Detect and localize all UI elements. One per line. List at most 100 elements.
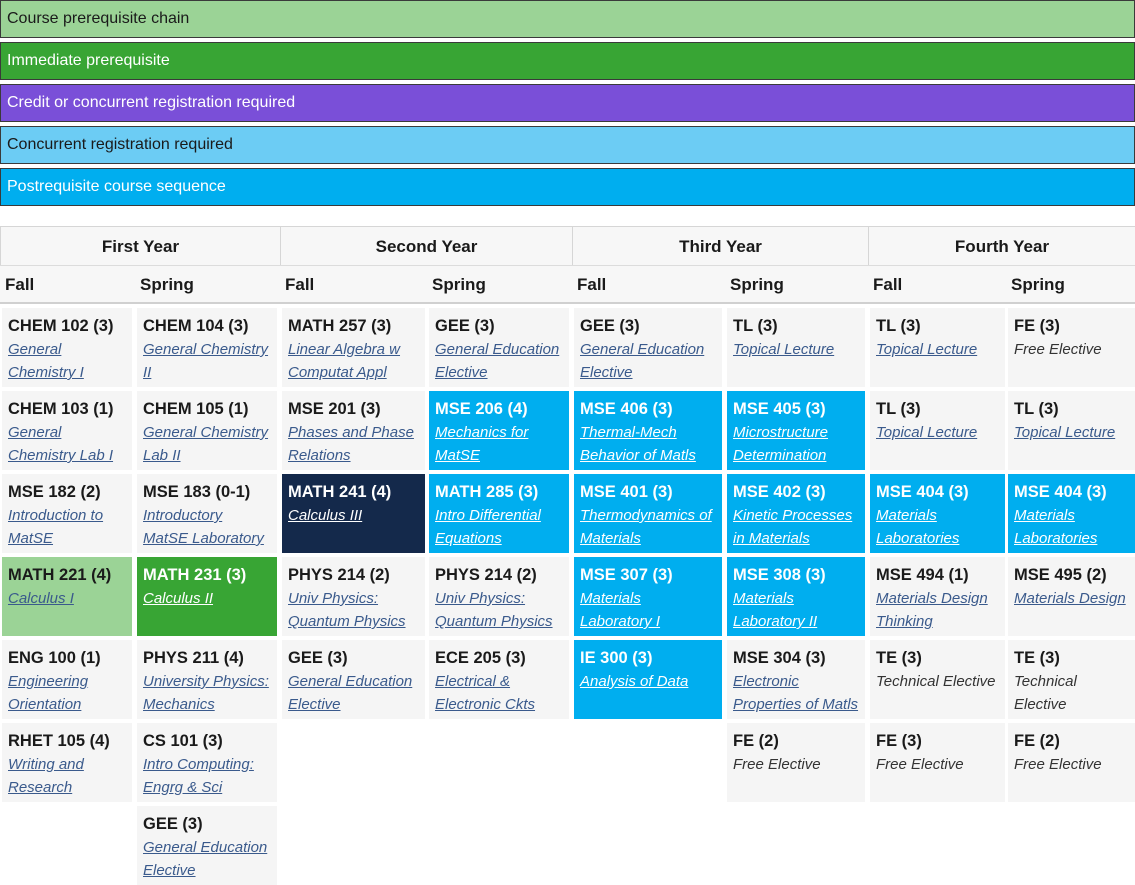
course-card[interactable]: FE (3) Free Elective — [870, 723, 1005, 802]
course-card[interactable]: MSE 308 (3) Materials Laboratory II — [727, 557, 865, 636]
course-title-link[interactable]: Kinetic Processes in Materials — [733, 507, 853, 547]
course-card[interactable]: MATH 221 (4) Calculus I — [2, 557, 132, 636]
course-title-link[interactable]: Topical Lecture — [1014, 424, 1116, 441]
course-card[interactable]: MATH 257 (3) Linear Algebra w Computat Ap… — [282, 308, 425, 387]
course-card[interactable]: MSE 183 (0-1) Introductory MatSE Laborato… — [137, 474, 277, 553]
course-title-link[interactable]: University Physics: Mechanics — [143, 673, 269, 713]
course-card[interactable]: RHET 105 (4) Writing and Research — [2, 723, 132, 802]
course-title-link[interactable]: Topical Lecture — [733, 341, 835, 358]
course-card[interactable]: IE 300 (3) Analysis of Data — [574, 640, 722, 719]
course-title-link[interactable]: General Education Elective — [580, 341, 705, 381]
course-card[interactable]: GEE (3) General Education Elective — [429, 308, 569, 387]
course-title-link[interactable]: General Chemistry Lab II — [143, 424, 269, 464]
course-title-link[interactable]: Univ Physics: Quantum Physics — [435, 590, 553, 630]
course-title-link[interactable]: Electrical & Electronic Ckts — [435, 673, 536, 713]
course-title-link[interactable]: General Education Elective — [288, 673, 413, 713]
course-title-link[interactable]: Materials Design — [1014, 590, 1126, 607]
course-title-link[interactable]: Intro Differential Equations — [435, 507, 541, 547]
course-card[interactable]: TL (3) Topical Lecture — [870, 391, 1005, 470]
course-card[interactable]: MSE 494 (1) Materials Design Thinking — [870, 557, 1005, 636]
course-card[interactable]: MSE 405 (3) Microstructure Determination — [727, 391, 865, 470]
course-card[interactable]: TL (3) Topical Lecture — [1008, 391, 1135, 470]
course-title-link[interactable]: Introductory MatSE Laboratory — [143, 507, 264, 547]
course-title-link[interactable]: Electronic Properties of Matls — [733, 673, 859, 713]
course-title-link[interactable]: General Chemistry I — [8, 341, 84, 381]
course-title-link[interactable]: Writing and Research — [8, 756, 84, 796]
course-card[interactable]: TE (3) Technical Elective — [1008, 640, 1135, 719]
legend-postrequisite-sequence: Postrequisite course sequence — [0, 168, 1135, 206]
course-title-link[interactable]: Intro Computing: Engrg & Sci — [143, 756, 254, 796]
course-code: CHEM 105 (1) — [143, 400, 249, 418]
course-title-link[interactable]: Topical Lecture — [876, 424, 978, 441]
course-card[interactable]: CHEM 103 (1) General Chemistry Lab I — [2, 391, 132, 470]
course-card[interactable]: MSE 304 (3) Electronic Properties of Matl… — [727, 640, 865, 719]
course-card[interactable]: MSE 201 (3) Phases and Phase Relations — [282, 391, 425, 470]
course-title-link[interactable]: Calculus II — [143, 590, 214, 607]
course-code: MSE 405 (3) — [733, 400, 826, 418]
course-card[interactable]: MATH 231 (3) Calculus II — [137, 557, 277, 636]
course-card[interactable]: MSE 182 (2) Introduction to MatSE — [2, 474, 132, 553]
course-card[interactable]: PHYS 214 (2) Univ Physics: Quantum Physic… — [282, 557, 425, 636]
course-card[interactable]: GEE (3) General Education Elective — [282, 640, 425, 719]
course-card[interactable]: PHYS 211 (4) University Physics: Mechanic… — [137, 640, 277, 719]
semester-header: Spring — [1011, 275, 1065, 294]
course-title-link[interactable]: Calculus III — [288, 507, 363, 524]
course-code: CHEM 104 (3) — [143, 317, 249, 335]
course-title-link[interactable]: Linear Algebra w Computat Appl — [288, 341, 401, 381]
course-card[interactable]: ENG 100 (1) Engineering Orientation — [2, 640, 132, 719]
course-card[interactable]: CS 101 (3) Intro Computing: Engrg & Sci — [137, 723, 277, 802]
course-card[interactable]: FE (2) Free Elective — [727, 723, 865, 802]
semester-header: Fall — [873, 275, 903, 294]
course-card[interactable]: MSE 206 (4) Mechanics for MatSE — [429, 391, 569, 470]
course-card[interactable]: MSE 404 (3) Materials Laboratories — [1008, 474, 1135, 553]
course-title-link[interactable]: Microstructure Determination — [733, 424, 829, 464]
course-card[interactable]: GEE (3) General Education Elective — [574, 308, 722, 387]
course-card[interactable]: MSE 401 (3) Thermodynamics of Materials — [574, 474, 722, 553]
course-code: GEE (3) — [580, 317, 640, 335]
course-card[interactable]: MSE 495 (2) Materials Design — [1008, 557, 1135, 636]
course-title-link[interactable]: General Education Elective — [435, 341, 560, 381]
course-card[interactable]: FE (3) Free Elective — [1008, 308, 1135, 387]
course-title-link[interactable]: Thermal-Mech Behavior of Matls — [580, 424, 696, 464]
course-title-link[interactable]: Introduction to MatSE — [8, 507, 104, 547]
course-card[interactable]: CHEM 105 (1) General Chemistry Lab II — [137, 391, 277, 470]
course-card[interactable]: MSE 404 (3) Materials Laboratories — [870, 474, 1005, 553]
semester-header: Fall — [5, 275, 35, 294]
course-title-link[interactable]: Materials Laboratories — [876, 507, 960, 547]
course-title-link[interactable]: Materials Laboratory II — [733, 590, 818, 630]
course-card[interactable]: FE (2) Free Elective — [1008, 723, 1135, 802]
course-title-link[interactable]: Univ Physics: Quantum Physics — [288, 590, 406, 630]
course-card[interactable]: MSE 406 (3) Thermal-Mech Behavior of Matl… — [574, 391, 722, 470]
course-title-link[interactable]: Calculus I — [8, 590, 74, 607]
course-title-link[interactable]: Thermodynamics of Materials — [580, 507, 712, 547]
course-card[interactable]: TE (3) Technical Elective — [870, 640, 1005, 719]
course-title-link[interactable]: Materials Design Thinking — [876, 590, 988, 630]
course-title-link[interactable]: General Chemistry II — [143, 341, 269, 381]
course-title-link[interactable]: Topical Lecture — [876, 341, 978, 358]
course-title-link[interactable]: General Chemistry Lab I — [8, 424, 114, 464]
course-card[interactable]: GEE (3) General Education Elective — [137, 806, 277, 885]
course-title-link[interactable]: General Education Elective — [143, 839, 268, 879]
course-title-link[interactable]: Analysis of Data — [580, 673, 689, 690]
course-code: MSE 404 (3) — [876, 483, 969, 501]
course-card[interactable]: TL (3) Topical Lecture — [870, 308, 1005, 387]
course-card[interactable]: CHEM 102 (3) General Chemistry I — [2, 308, 132, 387]
course-card[interactable]: MATH 241 (4) Calculus III — [282, 474, 425, 553]
course-card[interactable]: MSE 307 (3) Materials Laboratory I — [574, 557, 722, 636]
course-card[interactable]: TL (3) Topical Lecture — [727, 308, 865, 387]
year-header-second: Second Year — [280, 227, 572, 265]
course-card[interactable]: MSE 402 (3) Kinetic Processes in Material… — [727, 474, 865, 553]
course-card[interactable]: PHYS 214 (2) Univ Physics: Quantum Physic… — [429, 557, 569, 636]
course-card[interactable]: CHEM 104 (3) General Chemistry II — [137, 308, 277, 387]
course-card[interactable]: MATH 285 (3) Intro Differential Equations — [429, 474, 569, 553]
course-title-link[interactable]: Materials Laboratories — [1014, 507, 1098, 547]
legend-concurrent-registration: Concurrent registration required — [0, 126, 1135, 164]
year-header-third: Third Year — [572, 227, 868, 265]
course-title-link[interactable]: Mechanics for MatSE — [435, 424, 529, 464]
course-title-link[interactable]: Engineering Orientation — [8, 673, 89, 713]
course-code: IE 300 (3) — [580, 649, 653, 667]
course-title-link[interactable]: Phases and Phase Relations — [288, 424, 414, 464]
course-title: Free Elective — [876, 756, 964, 773]
course-card[interactable]: ECE 205 (3) Electrical & Electronic Ckts — [429, 640, 569, 719]
course-title-link[interactable]: Materials Laboratory I — [580, 590, 661, 630]
